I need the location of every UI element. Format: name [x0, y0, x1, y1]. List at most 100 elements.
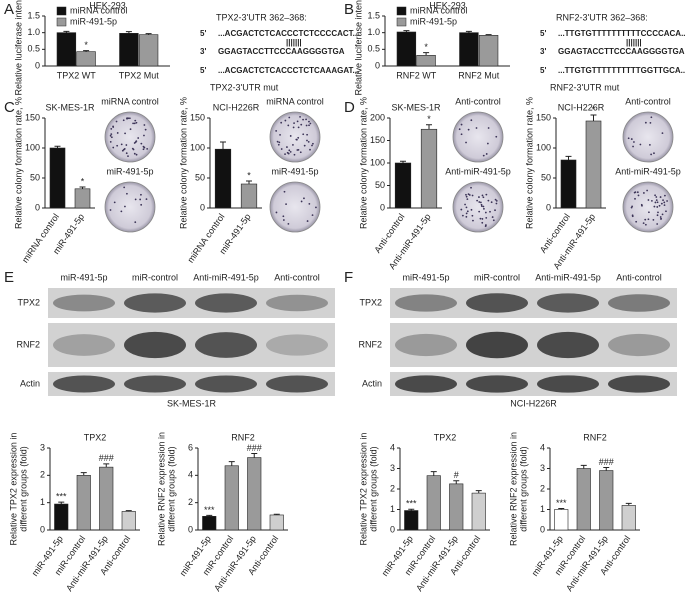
- colony: [648, 211, 650, 214]
- bar: [74, 188, 91, 209]
- blot-strip: [48, 323, 335, 367]
- y-tick-label: 0.5: [27, 44, 40, 54]
- y-axis-label: Relative TPX2 expression in: [358, 433, 368, 546]
- pairing: |||||||: [286, 38, 302, 47]
- y-tick-label: 0.5: [367, 44, 380, 54]
- error-bar: [83, 50, 90, 52]
- error-bar: [558, 507, 565, 510]
- colony: [137, 137, 140, 139]
- colony: [648, 143, 651, 146]
- error-bar: [273, 513, 280, 515]
- x-tick-label: TPX2 WT: [57, 70, 97, 80]
- y-tick-label: 0: [188, 524, 193, 534]
- colony: [661, 132, 664, 135]
- colony: [657, 211, 659, 214]
- mutant-label: RNF2-3'UTR mut: [550, 82, 620, 92]
- colony: [295, 138, 298, 141]
- bar: [119, 33, 139, 67]
- y-tick-label: 2: [540, 483, 545, 493]
- photo-label: Anti-miR-491-5p: [445, 166, 511, 176]
- colony: [299, 115, 301, 118]
- colony: [121, 149, 124, 152]
- y-tick-label: 2: [188, 497, 193, 507]
- error-bar: [465, 30, 472, 33]
- colony: [649, 121, 652, 124]
- colony: [293, 122, 295, 125]
- y-tick-label: 0: [546, 202, 551, 212]
- colony: [307, 141, 310, 143]
- colony: [287, 124, 290, 127]
- chart-title: SK-MES-1R: [391, 102, 441, 112]
- colony: [632, 145, 634, 148]
- colony: [311, 214, 314, 217]
- error-bar: [79, 186, 86, 189]
- y-axis-label: Relative colony formation rate, %: [524, 97, 534, 229]
- blot-band: [53, 334, 115, 356]
- chart-title: SK-MES-1R: [45, 102, 95, 112]
- y-tick-label: 150: [25, 112, 40, 122]
- chart-title: RNF2: [231, 432, 255, 442]
- error-bar: [206, 514, 213, 517]
- colony: [113, 201, 116, 204]
- error-bar: [400, 160, 406, 163]
- y-tick-label: 1: [390, 504, 395, 514]
- colony: [482, 154, 485, 157]
- blot-row-label: TPX2: [17, 297, 40, 307]
- colony: [470, 186, 472, 189]
- colony: [120, 210, 123, 213]
- colony: [495, 135, 498, 138]
- y-tick-label: 0: [35, 60, 40, 70]
- blot-band: [466, 293, 528, 313]
- colony: [495, 202, 498, 205]
- significance: *: [84, 40, 88, 50]
- significance: *: [81, 176, 85, 186]
- colony: [110, 127, 113, 130]
- colony: [283, 190, 286, 193]
- y-axis-label: different groups (fold): [166, 446, 176, 531]
- error-bar: [430, 471, 437, 476]
- colony: [646, 189, 649, 192]
- blot-band: [53, 375, 115, 393]
- y-tick-label: 4: [188, 470, 193, 480]
- colony: [124, 132, 126, 135]
- sequence: GGAGTACCTTCCCAAGGGGTGA: [218, 47, 345, 56]
- error-bar: [590, 114, 597, 121]
- y-tick-label: 100: [190, 142, 205, 152]
- colony: [647, 218, 650, 221]
- blot-row-label: Actin: [20, 378, 40, 388]
- blot-band: [537, 331, 599, 359]
- bar: [471, 492, 486, 531]
- colony: [633, 141, 635, 143]
- colony: [287, 222, 290, 225]
- colony: [663, 204, 666, 207]
- bar: [214, 148, 232, 209]
- y-tick-label: 150: [370, 135, 385, 145]
- colony: [306, 133, 309, 136]
- error-bar: [603, 466, 610, 471]
- y-tick-label: 1: [540, 504, 545, 514]
- colony: [470, 208, 473, 211]
- legend-swatch: [396, 17, 407, 27]
- y-axis-label: Relative luciferase intensity: [13, 0, 23, 96]
- colony: [299, 151, 302, 154]
- y-tick-label: 1.0: [27, 27, 40, 37]
- colony: [285, 203, 287, 205]
- colony: [306, 220, 309, 222]
- colony: [284, 119, 287, 122]
- y-tick-label: 50: [30, 172, 40, 182]
- colony: [478, 210, 481, 213]
- colony: [125, 144, 128, 146]
- colony: [303, 197, 305, 200]
- blot-row-label: RNF2: [16, 339, 40, 349]
- y-tick-label: 2: [390, 483, 395, 493]
- colony: [471, 214, 474, 217]
- error-bar: [246, 180, 252, 184]
- colony: [468, 194, 471, 196]
- panel-letter: C: [4, 99, 15, 116]
- error-bar: [403, 30, 410, 32]
- y-tick-label: 1.0: [367, 27, 380, 37]
- blot-band: [466, 375, 528, 393]
- colony: [656, 223, 659, 225]
- colony: [110, 133, 113, 136]
- chart-title: HEK-293: [429, 0, 466, 10]
